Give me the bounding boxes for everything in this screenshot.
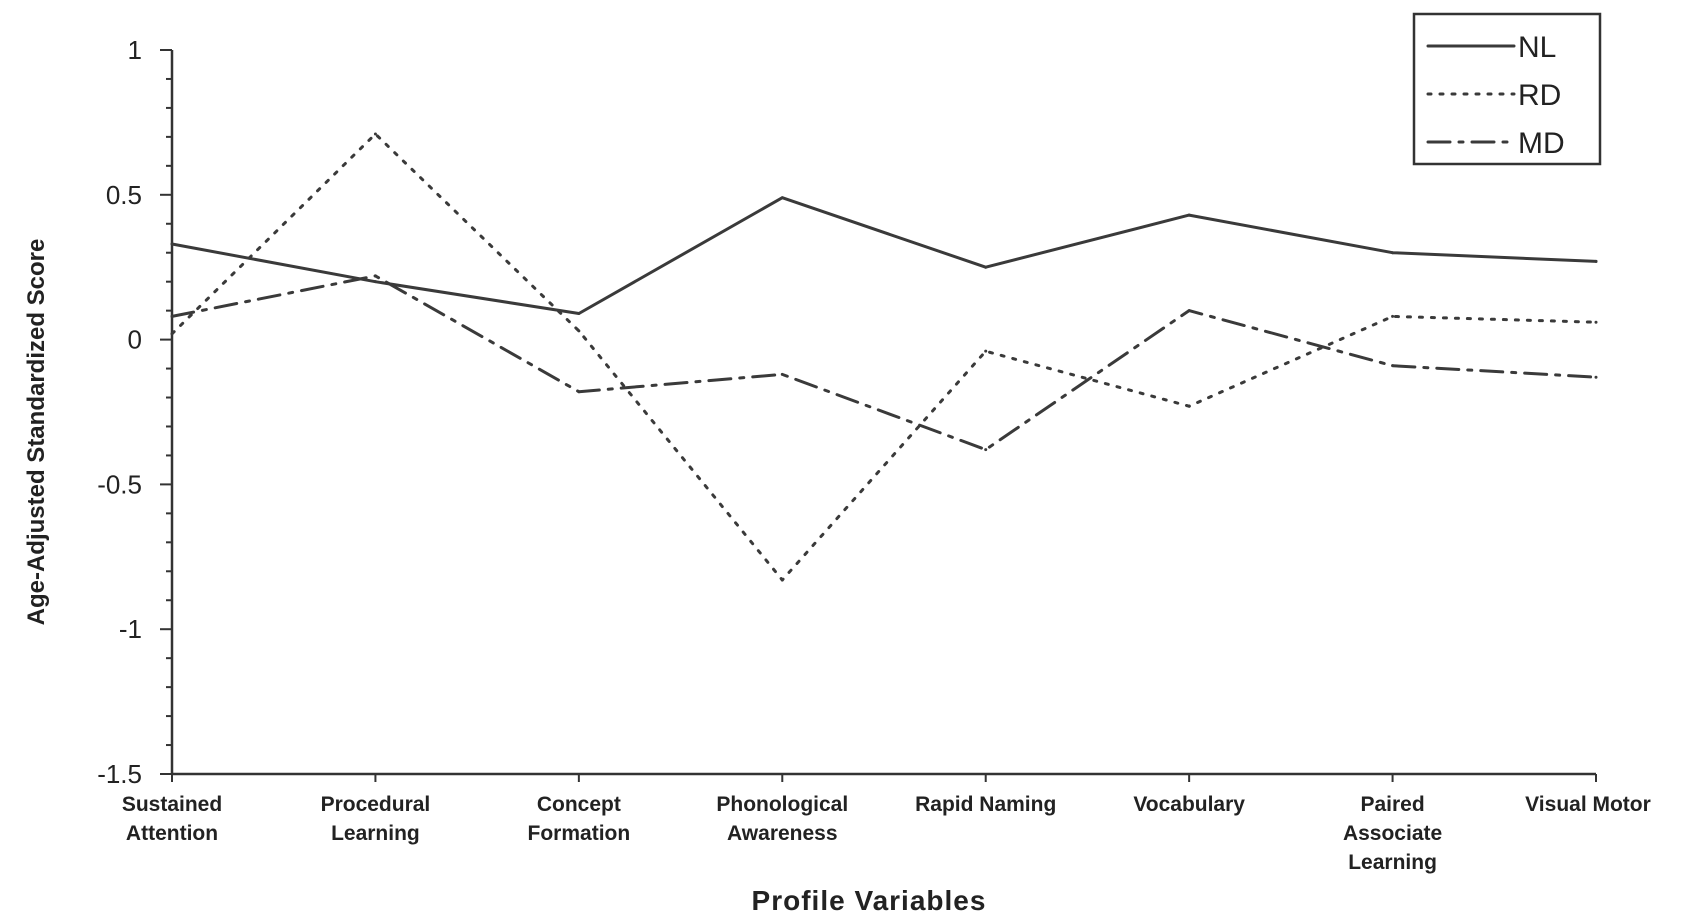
series-point-rd (373, 132, 377, 136)
series-point-nl (780, 196, 784, 200)
legend-label-md: MD (1518, 127, 1565, 160)
series-point-nl (577, 312, 581, 316)
x-tick-label: Associate (1343, 822, 1442, 845)
series-layer (170, 132, 1598, 582)
x-tick-label: Vocabulary (1133, 793, 1245, 816)
x-tick-label: Awareness (727, 822, 838, 845)
y-tick-label: -1.5 (97, 759, 142, 789)
series-point-nl (373, 280, 377, 284)
x-tick-label: Visual Motor (1525, 793, 1651, 816)
y-tick-label: 0.5 (106, 180, 142, 210)
series-line-md (170, 274, 1598, 452)
x-tick-label: Phonological (716, 793, 848, 816)
x-axis-title: Profile Variables (752, 885, 987, 916)
series-point-rd (1187, 404, 1191, 408)
legend-label-nl: NL (1518, 31, 1556, 64)
series-point-md (780, 372, 784, 376)
x-tick-label: Sustained (122, 793, 222, 816)
legend-label-rd: RD (1518, 79, 1561, 112)
y-tick-label: 1 (128, 35, 142, 65)
x-tick-label: Learning (331, 822, 420, 845)
series-point-nl (170, 242, 174, 246)
x-tick-label: Formation (528, 822, 631, 845)
series-point-rd (984, 349, 988, 353)
series-point-md (1187, 309, 1191, 313)
y-axis: 1 0.5 0 -0.5 -1 -1.5 (97, 35, 174, 789)
x-tick-label: Learning (1348, 851, 1437, 874)
x-tick-label: Concept (537, 793, 621, 816)
series-line-rd (170, 132, 1598, 582)
x-tick-label: Paired (1360, 793, 1424, 816)
series-point-nl (1594, 259, 1598, 263)
series-point-md (1594, 375, 1598, 379)
legend-box (1412, 12, 1602, 166)
series-point-md (1391, 364, 1395, 368)
series-point-rd (577, 329, 581, 333)
series-point-md (170, 314, 174, 318)
series-point-md (984, 448, 988, 452)
x-tick-label: Procedural (321, 793, 431, 816)
x-tick-label: Attention (126, 822, 218, 845)
series-point-rd (170, 332, 174, 336)
series-point-rd (1391, 314, 1395, 318)
series-point-md (373, 274, 377, 278)
y-tick-label: -1 (119, 614, 142, 644)
legend: NL RD MD (1412, 12, 1602, 166)
series-point-nl (984, 265, 988, 269)
x-tick-label: Rapid Naming (915, 793, 1056, 816)
y-tick-label: 0 (128, 325, 142, 355)
y-tick-label: -0.5 (97, 469, 142, 499)
series-line-nl (170, 196, 1598, 315)
series-point-rd (780, 578, 784, 582)
series-point-nl (1391, 251, 1395, 255)
x-axis: Sustained Attention Procedural Learning Conc… (122, 772, 1651, 874)
y-axis-title: Age-Adjusted Standardized Score (23, 239, 50, 626)
series-point-md (577, 390, 581, 394)
series-point-rd (1594, 320, 1598, 324)
series-point-nl (1187, 213, 1191, 217)
